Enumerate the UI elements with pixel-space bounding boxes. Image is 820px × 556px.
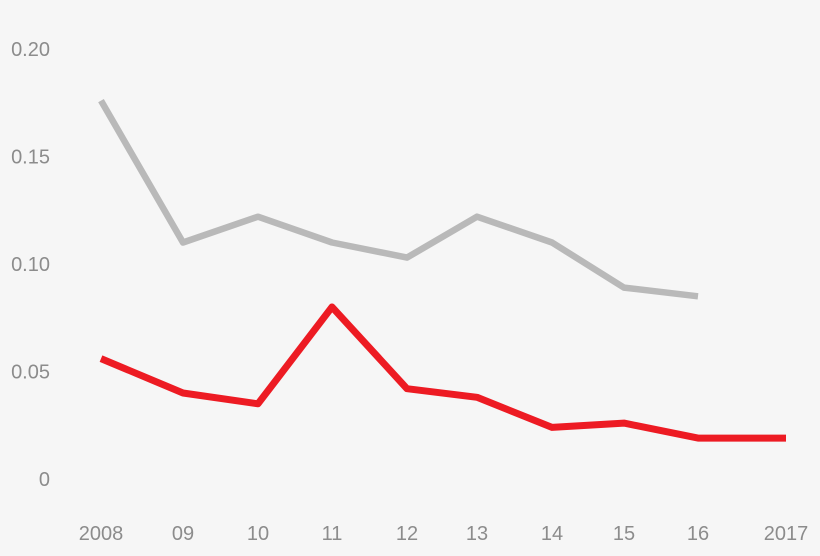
red-series-line	[99, 303, 786, 442]
x-axis-tick-label: 10	[247, 523, 269, 545]
x-axis-tick-label: 2008	[79, 523, 124, 545]
x-axis-tick-label: 13	[466, 523, 488, 545]
y-axis-tick-label: 0.20	[11, 39, 50, 61]
gray-series-line	[98, 98, 699, 300]
x-axis-tick-label: 14	[541, 523, 563, 545]
x-axis-tick-label: 11	[322, 523, 343, 545]
x-axis-tick-label: 09	[172, 523, 194, 545]
x-axis-tick-label: 12	[396, 523, 418, 545]
y-axis-tick-label: 0.10	[11, 254, 50, 276]
y-axis-tick-label: 0.05	[11, 362, 50, 384]
y-axis-tick-label: 0	[39, 469, 50, 491]
y-axis-tick-label: 0.15	[11, 147, 50, 169]
x-axis-tick-label: 2017	[764, 523, 809, 545]
x-axis-tick-label: 15	[613, 523, 635, 545]
x-axis-tick-label: 16	[687, 523, 709, 545]
